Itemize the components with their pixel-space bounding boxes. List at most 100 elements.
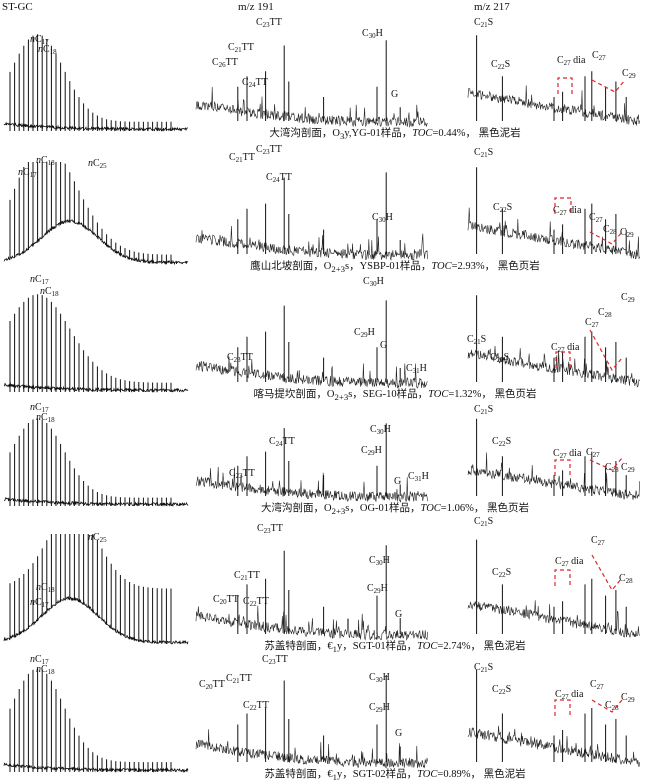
m191-peak-label-2-2: C23TT [256,144,282,156]
gc-baseline-2 [3,218,189,266]
m217-peak-label-3-6: C29 [621,292,635,304]
gc-peaks-4 [9,418,172,506]
caption-row-6: 苏盖特剖面，€1y，SGT-02样品，TOC=0.89%， 黑色泥岩 [264,769,526,783]
gc-peak-label-6-2: nC18 [36,664,55,676]
header-gc: ST-GC [2,1,33,13]
m191-peak-label-6-4: C23TT [262,654,288,666]
m217-peak-label-3-3: C27 dia [551,342,580,354]
m191-peak-label-6-3: C22TT [243,700,269,712]
m217-peak-label-6-2: C22S [492,684,511,696]
m191-trace-4 [195,466,428,503]
m217-peak-label-6-6: C29 [621,692,635,704]
m191-peak-label-1-2: C23TT [256,17,282,29]
gc-peak-label-3-2: nC18 [40,286,59,298]
sterane-bracket-4 [589,457,623,471]
m191-trace-6 [195,729,428,769]
m191-peak-label-5-5: C29H [367,583,388,595]
m217-peak-label-1-4: C27 [592,50,606,62]
caption-row-3: 喀马提坎剖面，O2+3s，SEG-10样品，TOC=1.32%， 黑色页岩 [253,389,537,403]
m191-peak-label-2-4: C30H [372,212,393,224]
sterane-bracket-5 [591,554,623,592]
m191-peaks-3 [237,300,401,382]
m191-trace-2 [195,225,428,261]
m217-peak-label-5-1: C21S [474,516,493,528]
gc-peak-label-4-2: nC18 [36,412,55,424]
m191-peak-label-6-2: C21TT [226,673,252,685]
m191-peak-label-6-1: C20TT [199,679,225,691]
m217-peaks-3 [476,295,627,382]
dia-bracket-5 [554,569,571,586]
m191-peak-label-1-6: G [391,89,398,100]
m217-peaks-2 [476,167,627,254]
m217-peak-label-1-5: C29 [622,68,636,80]
m191-peak-label-1-4: C26TT [212,57,238,69]
m217-peak-label-3-5: C28 [598,307,612,319]
m217-peak-label-2-4: C27 [589,212,603,224]
m191-peak-label-1-3: C24TT [242,77,268,89]
dia-bracket-4 [554,459,571,476]
m191-peak-label-5-1: C20TT [213,594,239,606]
caption-row-5: 苏盖特剖面，€1y，SGT-01样品，TOC=2.74%， 黑色泥岩 [264,641,526,655]
m191-peaks-1 [237,40,401,121]
m191-peak-label-5-4: C23TT [257,523,283,535]
gc-baseline-4 [3,497,189,507]
m191-peak-label-4-5: G [394,476,401,487]
dia-bracket-3 [555,351,571,368]
m217-peak-label-4-2: C22S [492,436,511,448]
m191-peak-label-3-1: C23TT [227,352,253,364]
m191-peak-label-4-4: C30H [370,424,391,436]
m217-peaks-4 [476,418,627,496]
m217-peak-label-5-4: C27 [591,535,605,547]
m217-peak-label-1-3: C27 dia [557,55,586,67]
gc-peak-label-4-1: nC17 [30,402,49,414]
m217-peak-label-4-6: C29 [621,462,635,474]
m217-peak-label-2-1: C21S [474,147,493,159]
dia-bracket-1 [557,77,573,94]
gc-peak-label-3-1: nC17 [30,274,49,286]
gc-peak-label-2-3: nC25 [88,158,107,170]
caption-row-1: 大湾沟剖面，O3y,YG-01样品，TOC=0.44%， 黑色泥岩 [269,128,521,142]
m191-peak-label-2-3: C24TT [266,172,292,184]
m217-peak-label-5-2: C22S [492,567,511,579]
gc-peak-label-2-1: nC17 [18,167,37,179]
m191-peak-label-6-6: C30H [369,672,390,684]
sterane-bracket-2 [589,231,623,245]
m217-peak-label-1-2: C22S [491,59,510,71]
m191-peak-label-6-7: G [395,728,402,739]
header-mz217: m/z 217 [474,1,510,13]
m191-peak-label-3-3: C30H [363,276,384,288]
m217-peak-label-2-3: C27 dia [553,205,582,217]
m191-trace-1 [195,86,428,128]
m191-peak-label-3-5: C31H [406,363,427,375]
gc-peaks-1 [9,34,172,131]
m217-peak-label-1-1: C21S [474,17,493,29]
m191-peak-label-2-1: C21TT [229,152,255,164]
sterane-bracket-1 [591,79,626,93]
m191-peak-label-4-3: C29H [361,445,382,457]
m191-peak-label-5-7: G [395,609,402,620]
gc-baseline-6 [3,762,189,774]
m191-peak-label-5-2: C21TT [234,570,260,582]
m217-peak-label-2-5: C28 [603,224,617,236]
m217-peak-label-4-1: C21S [474,404,493,416]
m191-peak-label-5-3: C22TT [243,596,269,608]
m217-peak-label-3-1: C21S [467,334,486,346]
m191-peaks-4 [237,423,401,496]
m217-peaks-5 [476,539,627,634]
m217-peak-label-2-2: C22S [493,202,512,214]
gc-peaks-6 [9,668,172,772]
m217-peak-label-3-4: C27 [585,317,599,329]
gc-peak-label-5-1: nC17 [30,597,49,609]
m217-peak-label-2-6: C29 [620,227,634,239]
m217-peak-label-4-3: C27 dia [553,448,582,460]
m191-peak-label-5-6: C30H [369,555,390,567]
m191-peaks-6 [237,675,401,762]
gc-peak-label-5-2: nC18 [36,582,55,594]
m191-peak-label-4-2: C24TT [269,436,295,448]
gc-peak-label-1-1: nC17 [30,34,49,46]
gc-peak-label-5-3: nC25 [88,532,107,544]
gc-peaks-3 [9,294,172,392]
m191-trace-5 [195,605,428,641]
m191-peak-label-6-5: C29H [369,702,390,714]
